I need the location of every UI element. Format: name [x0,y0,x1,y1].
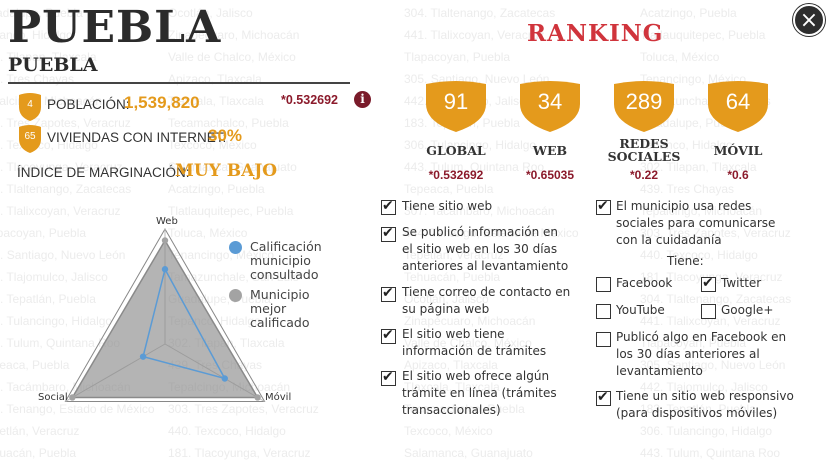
axis-label-web: Web [156,216,178,227]
radar-point-best [69,394,76,401]
rank-web-score: *0.65035 [525,168,575,182]
radar-chart [64,228,266,402]
check-publico-informacion-label: Se publicó información en el sitio web e… [402,225,569,273]
axis-label-movil: Móvil [265,392,292,403]
rank-web-label: WEB [532,143,568,158]
check-sitio-responsivo-label: Tiene un sitio web responsivo (para disp… [616,389,794,420]
viviendas-value: 30% [208,126,243,145]
rank-global-number: 91 [443,89,469,114]
check-correo-contacto-label: Tiene correo de contacto en su página we… [402,285,571,316]
rank-movil-number: 64 [725,89,751,114]
check-publico-informacion[interactable] [381,225,396,242]
rank-redes-shield-icon [614,81,674,132]
check-tramite-en-linea-label: El sitio web ofrece algún trámite en lín… [402,369,557,417]
axis-label-social: Social [38,392,68,403]
rank-movil-label: MÓVIL [713,143,763,158]
check-facebook[interactable] [596,277,611,292]
viviendas-rank: 65 [24,131,36,142]
check-usa-redes-sociales[interactable] [596,198,611,215]
check-youtube[interactable] [596,304,611,319]
check-info-tramites[interactable] [381,327,396,344]
viviendas-label: VIVIENDAS CON INTERNET: [47,130,227,145]
check-tiene-sitio-web-label: Tiene sitio web [402,199,493,213]
title-divider [8,82,350,84]
info-icon[interactable]: i [354,91,371,108]
radar-series-consulted [142,267,227,380]
marginacion-label: ÍNDICE DE MARGINACIÓN: [17,165,190,180]
state-subtitle: PUEBLA [8,54,98,76]
marginacion-value: MUY BAJO [175,161,278,181]
check-info-tramites-label: El sitio web tiene información de trámit… [402,327,547,358]
check-twitter-label: Twitter [721,276,762,290]
viviendas-rank-shield-icon: 65 [17,124,43,154]
radar-point-best [254,394,261,401]
radar-point-consulted [221,375,228,382]
rank-global-shield-icon [426,81,486,132]
check-sitio-responsivo[interactable] [596,389,611,406]
rank-web-shield-icon [520,81,580,132]
overall-score: *0.532692 [281,93,339,107]
rank-movil-shield-icon [708,81,768,132]
rank-redes-label: REDES SOCIALES [607,136,681,164]
check-googleplus[interactable] [701,304,716,319]
rank-movil-score: *0.6 [727,168,749,182]
check-facebook-label: Facebook [616,276,673,290]
radar-point-consulted [161,266,169,273]
rank-global-score: *0.532692 [428,168,484,182]
check-tramite-en-linea[interactable] [381,369,396,386]
city-title: PUEBLA [8,2,222,53]
check-publico-facebook[interactable] [596,332,611,347]
rank-global-label: GLOBAL [426,143,486,158]
legend-best-dot [229,289,242,302]
legend-consulted-dot [229,241,242,254]
legend-best-label: Municipio mejor calificado [250,287,310,330]
radar-series-best [71,239,259,399]
poblacion-value: 1,539,820 [124,93,200,112]
poblacion-label: POBLACIÓN: [47,97,130,112]
rank-web-number: 34 [537,89,563,114]
check-tiene-sitio-web[interactable] [381,198,396,215]
check-publico-facebook-label: Publicó algo en Facebook en los 30 días … [616,330,787,378]
rank-redes-number: 289 [625,89,663,114]
check-twitter[interactable] [701,275,716,292]
rank-redes-score: *0.22 [629,168,659,182]
check-youtube-label: YouTube [616,303,665,317]
radar-point-consulted [139,353,147,360]
check-correo-contacto[interactable] [381,285,396,302]
radar-point-best [161,237,169,244]
ranking-title: RANKING [527,20,664,47]
radar-frame [64,228,266,402]
tiene-label: Tiene: [667,254,704,268]
close-icon[interactable]: × [793,4,825,36]
check-usa-redes-sociales-label: El municipio usa redes sociales para com… [616,199,776,247]
check-googleplus-label: Google+ [721,303,774,317]
poblacion-rank-shield-icon: 4 [17,92,43,122]
legend-consulted-label: Calificación municipio consultado [250,239,322,282]
poblacion-rank: 4 [27,99,33,110]
